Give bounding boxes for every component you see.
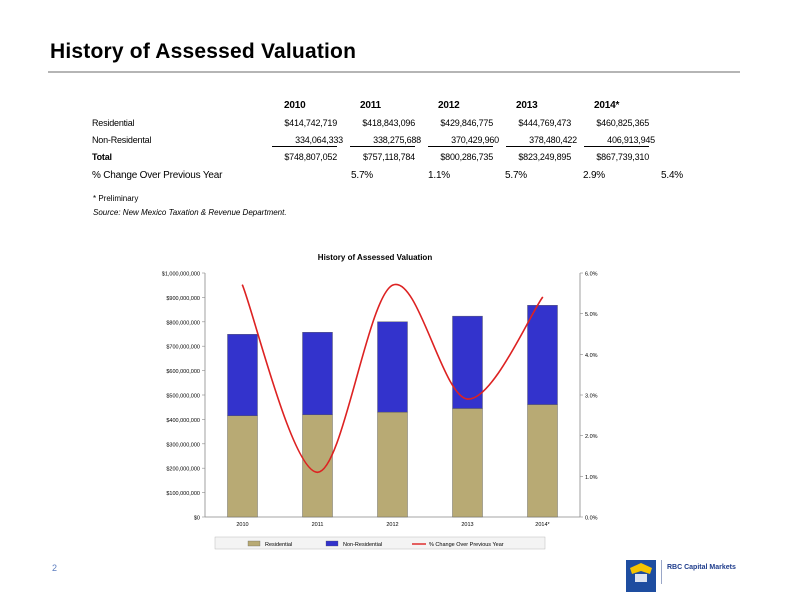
left-tick-label: $600,000,000	[166, 369, 200, 375]
title-divider	[48, 71, 740, 73]
subtotal-underline	[350, 146, 415, 147]
bar-residential	[377, 411, 408, 518]
left-tick-label: $400,000,000	[166, 418, 200, 424]
legend-label: % Change Over Previous Year	[429, 542, 504, 548]
table-cell: $757,118,784	[363, 152, 415, 162]
table-cell: 334,064,333	[295, 135, 343, 145]
table-cell: $429,846,775	[440, 118, 493, 128]
valuation-chart: History of Assessed Valuation $0 $100,000…	[140, 245, 620, 555]
table-cell: $444,769,473	[518, 118, 571, 128]
table-cell: $748,807,052	[284, 152, 337, 162]
rbc-logo-mark-text: RBC	[633, 583, 646, 589]
rbc-logo-icon	[626, 560, 656, 592]
year-header: 2014*	[594, 100, 620, 111]
year-header: 2012	[438, 100, 460, 111]
bar-residential	[452, 408, 483, 518]
row-label-residential: Residential	[92, 118, 135, 128]
pct-change-point	[391, 284, 394, 286]
valuation-table: 2010 2011 2012 2013 2014* Residential $4…	[92, 98, 683, 188]
footnote-preliminary: * Preliminary	[93, 194, 139, 203]
table-cell: 378,480,422	[529, 135, 577, 145]
left-tick-label: $200,000,000	[166, 467, 200, 473]
subtotal-underline	[428, 146, 493, 147]
table-cell: 5.7%	[505, 170, 527, 181]
pct-change-point	[466, 398, 469, 400]
left-tick-label: $0	[194, 516, 200, 522]
x-tick-label: 2012	[386, 522, 398, 528]
bar-non-residential	[227, 334, 258, 417]
x-tick-label: 2010	[236, 522, 248, 528]
table-cell: 2.9%	[583, 170, 605, 181]
left-tick-label: $100,000,000	[166, 491, 200, 497]
table-cell: 406,913,945	[607, 135, 655, 145]
legend-swatch	[325, 540, 339, 547]
table-cell: $418,843,096	[362, 118, 415, 128]
page-title: History of Assessed Valuation	[50, 40, 357, 63]
pct-change-point	[241, 284, 244, 286]
chart-svg: $0 $100,000,000 $200,000,000 $300,000,000 $4…	[162, 272, 598, 550]
table-cell: 370,429,960	[451, 135, 499, 145]
pct-change-point	[541, 296, 544, 299]
page-number: 2	[52, 563, 58, 573]
x-tick-label: 2011	[312, 522, 324, 528]
pct-change-line	[241, 283, 544, 474]
left-tick-label: $900,000,000	[166, 296, 200, 302]
year-header: 2010	[284, 100, 306, 111]
table-cell: 1.1%	[428, 170, 450, 181]
legend-label: Residential	[265, 542, 292, 548]
x-tick-label: 2014*	[535, 522, 550, 528]
bar-non-residential	[377, 321, 408, 413]
row-label-non-residential: Non-Residental	[92, 135, 152, 145]
left-tick-label: $700,000,000	[166, 345, 200, 351]
legend-label: Non-Residential	[343, 542, 382, 548]
right-tick-label: 3.0%	[585, 394, 598, 400]
left-tick-label: $1,000,000,000	[162, 272, 200, 278]
left-tick-label: $300,000,000	[166, 442, 200, 448]
table-cell: 338,275,688	[373, 135, 421, 145]
table-cell: $414,742,719	[284, 118, 337, 128]
bar-non-residential	[527, 305, 558, 405]
right-tick-label: 0.0%	[585, 516, 598, 522]
row-label-pct-change: % Change Over Previous Year	[92, 170, 223, 181]
subtotal-underline	[506, 146, 571, 147]
year-header: 2013	[516, 100, 538, 111]
source-note: Source: New Mexico Taxation & Revenue De…	[93, 208, 287, 217]
right-tick-label: 5.0%	[585, 312, 598, 318]
table-cell: $800,286,735	[440, 152, 493, 162]
logo-divider	[661, 560, 662, 584]
pct-change-point	[316, 471, 319, 474]
right-tick-label: 4.0%	[585, 353, 598, 359]
table-cell: 5.4%	[661, 170, 683, 181]
table-cell: $460,825,365	[596, 118, 649, 128]
legend-swatch	[247, 540, 261, 547]
right-tick-label: 1.0%	[585, 475, 598, 481]
bar-non-residential	[452, 315, 483, 409]
table-cell: 5.7%	[351, 170, 373, 181]
chart-title: History of Assessed Valuation	[317, 253, 433, 262]
subtotal-underline	[272, 146, 337, 147]
year-header: 2011	[360, 100, 381, 111]
bar-non-residential	[302, 332, 333, 416]
rbc-capital-markets-logo: RBC Capital Markets	[667, 564, 736, 571]
x-tick-label: 2013	[461, 522, 473, 528]
subtotal-underline	[584, 146, 649, 147]
row-label-total: Total	[92, 152, 112, 162]
right-tick-label: 2.0%	[585, 434, 598, 440]
bar-residential	[527, 404, 558, 518]
table-cell: $867,739,310	[596, 152, 649, 162]
right-tick-label: 6.0%	[585, 272, 598, 278]
left-tick-label: $500,000,000	[166, 394, 200, 400]
bar-residential	[302, 414, 333, 518]
bar-residential	[227, 415, 258, 518]
legend-box	[214, 536, 546, 550]
table-cell: $823,249,895	[518, 152, 571, 162]
left-tick-label: $800,000,000	[166, 320, 200, 326]
